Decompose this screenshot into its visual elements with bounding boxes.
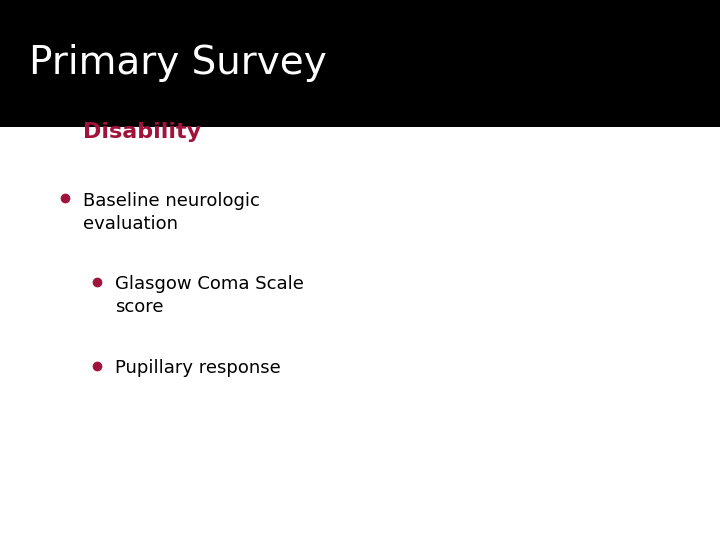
Text: Disability: Disability — [83, 122, 201, 141]
Text: Baseline neurologic
evaluation: Baseline neurologic evaluation — [83, 192, 260, 233]
Text: Pupillary response: Pupillary response — [115, 359, 281, 377]
FancyBboxPatch shape — [0, 0, 720, 127]
Text: Primary Survey: Primary Survey — [29, 44, 327, 83]
Text: Glasgow Coma Scale
score: Glasgow Coma Scale score — [115, 275, 304, 316]
